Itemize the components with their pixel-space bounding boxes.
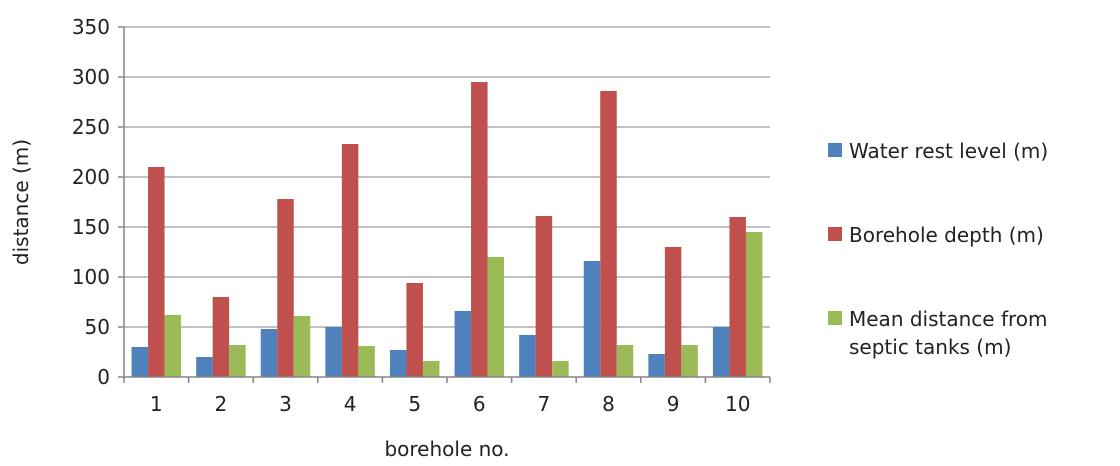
bar-3-8 bbox=[616, 345, 634, 377]
bar-2-8 bbox=[600, 91, 617, 377]
bar-1-10 bbox=[712, 327, 730, 377]
bar-1-8 bbox=[583, 261, 601, 377]
bar-2-6 bbox=[471, 82, 488, 377]
x-axis-title: borehole no. bbox=[384, 437, 509, 461]
bar-1-9 bbox=[648, 354, 665, 377]
bar-3-1 bbox=[164, 315, 182, 377]
y-tick-label: 100 bbox=[72, 265, 110, 289]
bar-1-7 bbox=[519, 335, 536, 377]
legend: Water rest level (m) Borehole depth (m) Me… bbox=[828, 139, 1048, 359]
y-tick-labels: 0 50 100 150 200 250 300 350 bbox=[72, 15, 110, 389]
bar-2-2 bbox=[212, 297, 230, 377]
y-tick-label: 0 bbox=[97, 365, 110, 389]
bar-1-1 bbox=[131, 347, 149, 377]
x-tick-label: 1 bbox=[150, 392, 163, 416]
bar-1-5 bbox=[389, 350, 407, 377]
x-tick-label: 8 bbox=[602, 392, 615, 416]
y-axis-title: distance (m) bbox=[9, 139, 33, 265]
legend-label: Mean distance from bbox=[849, 307, 1048, 331]
bar-2-1 bbox=[148, 167, 165, 377]
x-tick-label: 4 bbox=[344, 392, 357, 416]
x-tick-labels: 1 2 3 4 5 6 7 8 9 10 bbox=[150, 392, 750, 416]
bar-3-3 bbox=[293, 316, 311, 377]
bar-2-3 bbox=[277, 199, 294, 377]
bar-3-5 bbox=[422, 361, 440, 377]
x-tick-label: 9 bbox=[667, 392, 680, 416]
bar-2-4 bbox=[341, 144, 359, 377]
y-tick-label: 50 bbox=[85, 315, 110, 339]
legend-label: Borehole depth (m) bbox=[849, 223, 1044, 247]
legend-label: Water rest level (m) bbox=[849, 139, 1048, 163]
gridlines bbox=[118, 26, 771, 383]
bar-3-10 bbox=[745, 232, 763, 377]
bar-3-9 bbox=[681, 345, 698, 377]
legend-swatch bbox=[828, 227, 842, 241]
x-tick-label: 3 bbox=[279, 392, 292, 416]
bar-1-4 bbox=[325, 327, 342, 377]
y-tick-label: 200 bbox=[72, 165, 110, 189]
x-tick-label: 5 bbox=[408, 392, 421, 416]
x-tick-label: 10 bbox=[725, 392, 750, 416]
x-tick-label: 7 bbox=[538, 392, 551, 416]
bar-3-6 bbox=[487, 257, 505, 377]
bar-3-4 bbox=[358, 346, 375, 377]
bar-3-2 bbox=[229, 345, 246, 377]
legend-swatch bbox=[828, 143, 842, 157]
bar-2-10 bbox=[729, 217, 746, 377]
x-tick-label: 6 bbox=[473, 392, 486, 416]
y-tick-label: 300 bbox=[72, 65, 110, 89]
bar-1-6 bbox=[454, 311, 472, 377]
y-tick-label: 150 bbox=[72, 215, 110, 239]
bar-2-9 bbox=[664, 247, 682, 377]
bar-2-5 bbox=[406, 283, 423, 377]
y-tick-label: 250 bbox=[72, 115, 110, 139]
y-tick-label: 350 bbox=[72, 15, 110, 39]
bar-1-3 bbox=[260, 329, 278, 377]
bar-1-2 bbox=[196, 357, 213, 377]
legend-swatch bbox=[828, 311, 842, 325]
bar-2-7 bbox=[535, 216, 553, 377]
legend-label: septic tanks (m) bbox=[849, 335, 1011, 359]
bar-3-7 bbox=[552, 361, 569, 377]
x-tick-label: 2 bbox=[215, 392, 228, 416]
bar-series-group bbox=[131, 82, 763, 377]
